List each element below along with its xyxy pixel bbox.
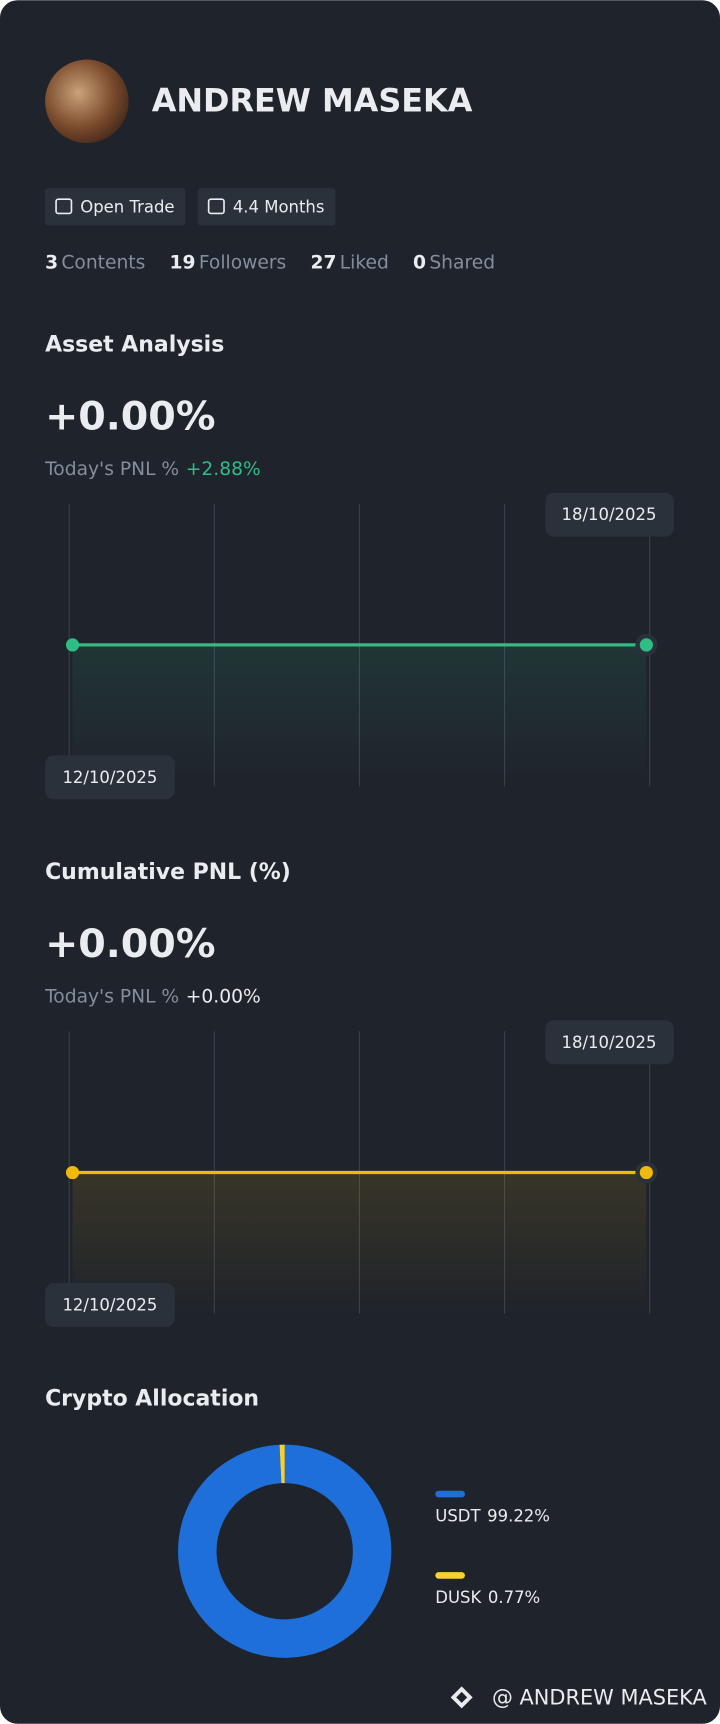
section-title: Cumulative PNL (%) xyxy=(45,860,291,885)
badge-text: 4.4 Months xyxy=(233,197,325,216)
user-name: ANDREW MASEKA xyxy=(152,81,473,119)
stat-label: Followers xyxy=(199,252,286,273)
area xyxy=(72,644,647,787)
date-box xyxy=(45,1283,175,1327)
badge-bg xyxy=(197,188,336,226)
today-label: Today's PNL % xyxy=(44,987,179,1008)
donut-segment xyxy=(178,1444,392,1658)
today-value: +0.00% xyxy=(186,987,261,1008)
legend-swatch xyxy=(435,1572,465,1579)
badge: Open Trade xyxy=(45,188,186,226)
today-label: Today's PNL % xyxy=(44,459,179,480)
section-title: Asset Analysis xyxy=(45,332,224,357)
footer-text: @ ANDREW MASEKA xyxy=(492,1686,708,1710)
today-value: +2.88% xyxy=(186,459,261,480)
date-label: 12/10/2025 xyxy=(62,768,157,787)
badge-icon xyxy=(55,198,73,215)
point xyxy=(639,638,653,652)
stat-value: 0 xyxy=(413,252,426,273)
badge-bg xyxy=(45,188,186,226)
area xyxy=(72,1172,647,1314)
stat-value: 27 xyxy=(310,252,336,273)
date-label: 18/10/2025 xyxy=(562,505,657,524)
badge-text: Open Trade xyxy=(80,197,174,216)
pnl-value: +0.00% xyxy=(45,921,215,967)
stat-label: Liked xyxy=(340,252,389,273)
avatar xyxy=(45,59,129,144)
badge-icon xyxy=(207,198,225,215)
legend-value: 99.22% xyxy=(487,1507,550,1526)
section-title: Crypto Allocation xyxy=(45,1387,259,1412)
legend-swatch xyxy=(435,1490,465,1498)
date-box xyxy=(545,492,674,537)
stat-label: Shared xyxy=(429,252,495,273)
date-box xyxy=(45,755,175,800)
point xyxy=(65,638,80,652)
stat-value: 3 xyxy=(45,252,58,273)
badge: 4.4 Months xyxy=(197,188,336,226)
date-label: 18/10/2025 xyxy=(562,1033,657,1052)
legend-name: USDT xyxy=(435,1507,481,1526)
stat-value: 19 xyxy=(170,252,196,273)
point xyxy=(65,1165,80,1180)
legend-name: DUSK xyxy=(435,1588,482,1607)
footer-logo xyxy=(450,1686,473,1709)
stat-label: Contents xyxy=(61,252,145,273)
pnl-value: +0.00% xyxy=(45,394,215,440)
legend-value: 0.77% xyxy=(488,1588,540,1607)
date-box xyxy=(545,1020,674,1065)
point xyxy=(639,1165,653,1180)
date-label: 12/10/2025 xyxy=(62,1296,157,1315)
